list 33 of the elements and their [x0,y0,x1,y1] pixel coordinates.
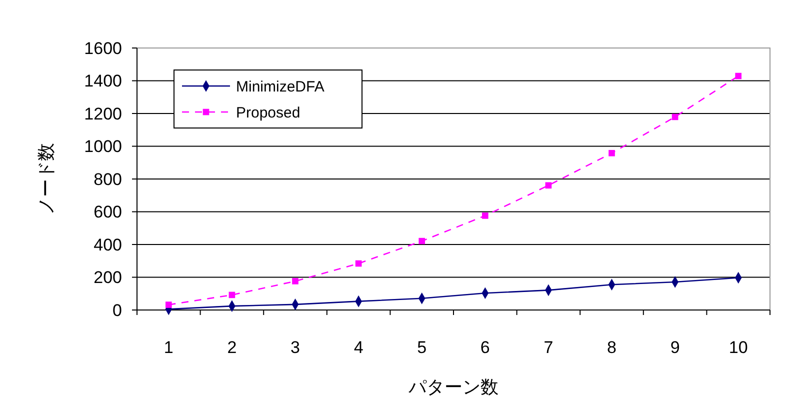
x-tick-label: 7 [544,338,554,357]
point [292,278,298,284]
y-tick-label: 800 [94,170,122,189]
legend-label: MinimizeDFA [236,78,324,96]
point [545,182,552,189]
y-tick-label: 600 [94,202,122,222]
point [418,238,426,244]
x-tick-label: 9 [670,338,680,357]
point [482,212,488,219]
y-tick-label: 1200 [84,104,122,124]
x-tick-label: 1 [164,338,174,357]
x-tick-label: 10 [728,338,748,357]
point [228,292,236,298]
point [355,260,362,267]
y-tick-label: 200 [94,268,122,288]
legend-label: Proposed [236,104,300,122]
x-tick-label: 2 [227,338,237,357]
y-tick-label: 0 [112,300,122,320]
point [608,150,615,156]
x-tick-label: 6 [480,338,490,357]
y-axis-title: ノード数 [36,143,56,215]
y-tick-label: 1600 [84,38,122,58]
x-tick-label: 3 [290,338,300,357]
point [165,302,172,308]
y-tick-label: 1400 [84,72,122,91]
x-tick-label: 5 [417,338,427,357]
point [735,72,742,80]
x-tick-label: 4 [354,338,364,357]
x-tick-label: 8 [607,338,616,357]
y-tick-label: 400 [94,235,122,254]
y-tick-label: 1000 [84,137,122,156]
x-axis-title: パターン数 [408,377,498,397]
point [672,114,678,120]
